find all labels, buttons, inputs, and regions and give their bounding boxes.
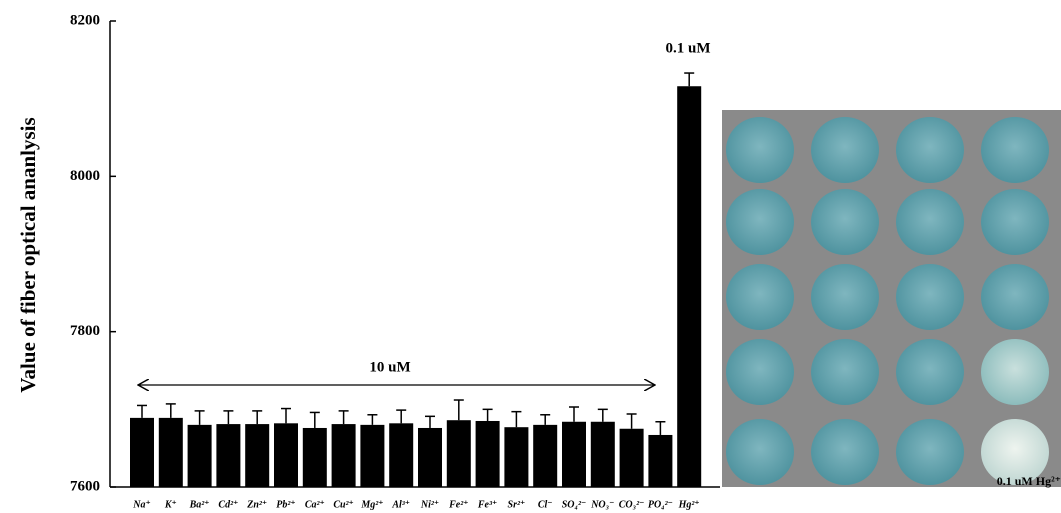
- x-tick-label: NO₃⁻: [590, 499, 614, 510]
- x-tick-label: Mg²⁺: [360, 499, 383, 510]
- error-bar: [540, 414, 551, 425]
- x-tick-label: Al³⁺: [391, 499, 410, 510]
- sample-disc: [811, 419, 879, 485]
- y-tick-label: 8000: [70, 168, 100, 184]
- x-tick-label: Hg²⁺: [678, 499, 700, 510]
- sample-disc: [981, 117, 1049, 183]
- error-bar: [626, 413, 637, 429]
- annotation: 10 uM: [369, 359, 410, 375]
- error-bar: [223, 410, 234, 425]
- bar: [677, 86, 702, 488]
- sample-disc: [726, 264, 794, 330]
- bar: [590, 421, 615, 487]
- y-tick-label: 7600: [70, 478, 100, 494]
- x-tick-label: Zn²⁺: [246, 499, 267, 510]
- x-tick-label: Ni²⁺: [420, 499, 439, 510]
- error-bar: [194, 410, 205, 425]
- error-bar: [425, 415, 435, 428]
- error-bar: [338, 410, 349, 425]
- sample-disc: [981, 189, 1049, 255]
- sample-disc: [896, 189, 964, 255]
- x-tick-label: K⁺: [164, 499, 177, 510]
- error-bar: [684, 72, 695, 87]
- x-tick-label: Ba²⁺: [189, 499, 210, 510]
- x-tick-label: CO₃²⁻: [619, 499, 645, 510]
- error-bar: [396, 409, 407, 424]
- bar: [130, 417, 154, 487]
- bar: [533, 424, 558, 487]
- bar: [302, 427, 327, 487]
- sample-disc: [726, 419, 794, 485]
- bar: [619, 428, 644, 487]
- sample-disc: [896, 339, 964, 405]
- error-bar: [511, 410, 522, 428]
- error-bar: [569, 406, 579, 422]
- x-tick-label: Na⁺: [132, 499, 151, 510]
- sample-disc: [811, 339, 879, 405]
- x-tick-label: Fe³⁺: [477, 499, 497, 510]
- photo: [722, 110, 1061, 487]
- sample-disc: [896, 419, 964, 485]
- error-bar: [252, 410, 263, 425]
- x-tick-label: Pb²⁺: [276, 499, 295, 510]
- annotation: 0.1 uM: [666, 40, 711, 56]
- x-tick-label: Sr²⁺: [508, 499, 526, 510]
- photo-caption: 0.1 uM Hg²⁺: [997, 474, 1061, 488]
- bar: [274, 423, 298, 487]
- bar: [187, 424, 212, 487]
- error-bar: [482, 408, 493, 421]
- bar: [216, 424, 241, 487]
- y-tick-label: 8200: [70, 12, 100, 28]
- y-axis-title: Value of fiber optical ananlysis: [16, 117, 40, 392]
- sample-disc: [726, 189, 794, 255]
- x-tick-label: Cl⁻: [538, 499, 553, 510]
- error-bar: [309, 411, 320, 428]
- x-tick-label: Cu²⁺: [333, 499, 354, 510]
- bar: [158, 417, 183, 487]
- sample-disc: [896, 117, 964, 183]
- x-tick-label: Cd²⁺: [218, 499, 238, 510]
- sample-disc: [896, 264, 964, 330]
- y-tick-label: 7800: [70, 323, 100, 339]
- error-bar: [367, 414, 378, 425]
- sample-disc: [981, 419, 1049, 485]
- sample-disc: [811, 189, 879, 255]
- bar: [331, 424, 356, 487]
- error-bar: [281, 407, 291, 424]
- x-tick-label: Fe²⁺: [448, 499, 468, 510]
- bar: [648, 434, 673, 487]
- x-tick-label: PO₄²⁻: [648, 499, 673, 510]
- bar: [245, 424, 270, 487]
- error-bar: [453, 399, 464, 421]
- error-bar: [137, 404, 147, 418]
- bar: [475, 420, 500, 487]
- sample-disc: [726, 339, 794, 405]
- bar: [562, 421, 586, 487]
- sample-disc: [726, 117, 794, 183]
- bar: [418, 427, 442, 487]
- error-bar: [165, 403, 176, 418]
- error-bar: [597, 408, 608, 422]
- bar: [360, 424, 385, 487]
- sample-disc: [811, 117, 879, 183]
- bar: [504, 427, 529, 487]
- x-tick-label: Ca²⁺: [305, 499, 325, 510]
- sample-disc: [811, 264, 879, 330]
- bar: [446, 420, 471, 487]
- bar: [389, 423, 414, 487]
- x-tick-label: SO₄²⁻: [562, 499, 587, 510]
- error-bar: [655, 421, 666, 435]
- sample-disc: [981, 339, 1049, 405]
- sample-disc: [981, 264, 1049, 330]
